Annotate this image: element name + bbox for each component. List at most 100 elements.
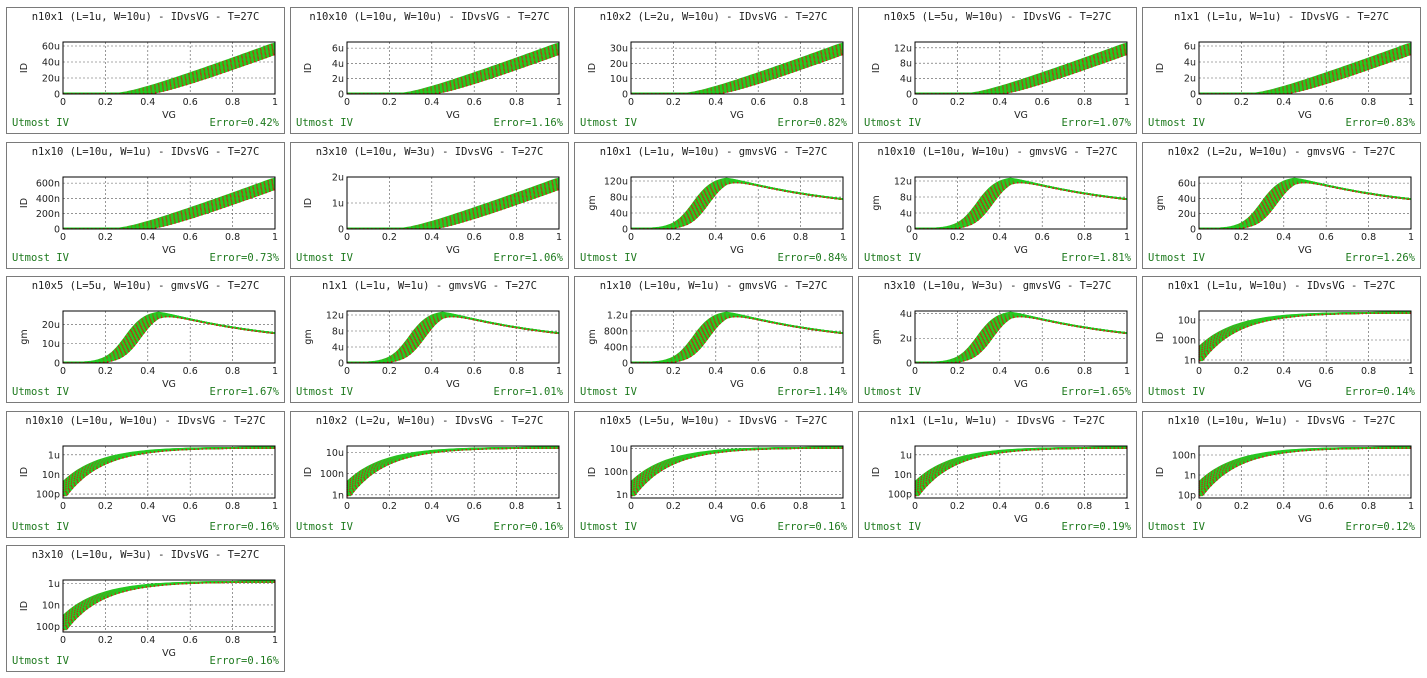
y-tick-label: 12u [326,311,344,322]
plot-frame [1198,176,1412,229]
plot-frame [630,310,844,364]
model-label: Utmost IV [580,520,637,533]
x-tick-label: 1 [840,366,846,377]
x-tick-label: 1 [840,232,846,243]
y-tick-label: 1n [1184,356,1196,367]
chart-title: n10x5 (L=5u, W=10u) - IDvsVG - T=27C [599,414,828,427]
x-tick-label: 0 [344,97,350,108]
chart-title: n10x5 (L=5u, W=10u) - gmvsVG - T=27C [31,280,260,292]
simulated-series [63,52,276,95]
error-label: Error=0.16% [777,520,847,533]
y-tick-label: 10u [610,443,628,454]
chart-panel: n3x10 (L=10u, W=3u) - IDvsVG - T=27C Utmo… [290,141,569,269]
chart-title: n10x1 (L=1u, W=10u) - IDvsVG - T=27C [1167,280,1396,292]
y-tick-label: 0 [1190,90,1196,101]
y-tick-label: 100p [36,622,60,633]
plot-frame [346,310,560,364]
y-axis-label: ID [587,466,598,476]
y-tick-label: 1u [900,450,912,461]
chart-title: n10x10 (L=10u, W=10u) - IDvsVG - T=27C [25,414,266,427]
y-tick-label: 6u [332,44,344,55]
x-tick-label: 0.4 [140,366,155,377]
y-tick-label: 0 [54,90,60,101]
measured-series [630,446,843,496]
simulated-series [631,315,844,364]
x-tick-label: 1 [1408,501,1414,512]
x-tick-label: 1 [272,366,278,377]
x-tick-label: 0.6 [1035,232,1050,243]
x-tick-label: 0 [60,232,66,243]
simulated-series [915,52,1128,95]
y-tick-label: 4u [900,208,912,219]
plot-frame [630,445,844,498]
plot-area: 0 0.2 0.4 0.6 0.8 1 100p 10n 1u VG ID [19,445,278,525]
y-tick-label: 40u [610,208,628,219]
x-tick-label: 1 [272,97,278,108]
error-label: Error=0.82% [777,117,847,129]
x-tick-label: 0 [1196,232,1202,243]
plot-frame [346,310,560,364]
plot-area: 0 0.2 0.4 0.6 0.8 1 0 20u 40u 60u VG gm [1155,176,1414,256]
model-label: Utmost IV [580,251,637,264]
x-tick-label: 0.8 [225,232,240,243]
simulated-series [347,188,560,230]
plot-area: 0 0.2 0.4 0.6 0.8 1 0 2u 4u VG gm [871,309,1130,390]
y-tick-label: 8u [332,327,344,338]
plot-frame [346,41,560,95]
y-axis-label: gm [871,195,882,210]
x-tick-label: 0.2 [1234,366,1249,377]
x-tick-label: 0.4 [1276,97,1291,108]
x-tick-label: 0.6 [751,97,766,108]
x-tick-label: 0 [628,97,634,108]
measured-series [914,446,1127,496]
simulated-series [915,49,1128,95]
y-tick-label: 4u [900,74,912,85]
plot-area: 0 0.2 0.4 0.6 0.8 1 0 4u 8u 12u VG gm [871,176,1130,256]
x-axis-label: VG [1298,245,1312,256]
x-tick-label: 0.6 [1319,97,1334,108]
y-axis-label: ID [303,466,314,476]
x-axis-label: VG [730,110,744,121]
y-tick-label: 20u [42,320,60,331]
chart-title: n10x10 (L=10u, W=10u) - gmvsVG - T=27C [877,145,1118,158]
model-label: Utmost IV [12,117,69,129]
y-tick-label: 12u [894,43,912,54]
plot-area: 0 0.2 0.4 0.6 0.8 1 0 4u 8u 12u VG ID [871,41,1130,121]
y-axis-label: ID [303,63,314,73]
x-tick-label: 0.6 [1319,366,1334,377]
x-tick-label: 1 [840,501,846,512]
simulated-series [915,50,1128,95]
chart-title: n10x2 (L=2u, W=10u) - gmvsVG - T=27C [1167,145,1396,158]
x-tick-label: 0.2 [950,501,965,512]
y-tick-label: 1.2u [607,311,628,322]
x-tick-label: 0.8 [793,232,808,243]
x-tick-label: 0.2 [98,366,113,377]
x-tick-label: 0.2 [382,366,397,377]
simulated-series [347,49,560,95]
x-tick-label: 0 [628,366,634,377]
model-label: Utmost IV [12,386,69,398]
x-tick-label: 1 [1124,366,1130,377]
plot-area: 0 0.2 0.4 0.6 0.8 1 0 2u 4u 6u VG ID [303,41,562,121]
x-tick-label: 0.8 [509,366,524,377]
measured-series [62,446,275,496]
chart-panel: n1x1 (L=1u, W=1u) - IDvsVG - T=27C Utmost… [1142,7,1421,134]
x-tick-label: 0.8 [793,366,808,377]
y-tick-label: 6u [1184,42,1196,53]
chart-panel: n1x1 (L=1u, W=1u) - IDvsVG - T=27C Utmost… [858,410,1137,538]
x-tick-label: 0.2 [950,232,965,243]
y-tick-label: 10u [42,339,60,350]
x-tick-label: 1 [556,501,562,512]
x-axis-label: VG [1014,514,1028,525]
plot-frame [62,579,276,633]
x-tick-label: 0.4 [424,366,439,377]
measured-series [346,446,559,496]
x-tick-label: 0.8 [225,501,240,512]
plot-frame [62,445,276,498]
x-tick-label: 0.2 [98,501,113,512]
y-tick-label: 2u [900,334,912,345]
model-label: Utmost IV [580,386,637,398]
chart-title: n3x10 (L=10u, W=3u) - IDvsVG - T=27C [31,549,260,561]
y-tick-label: 1u [48,450,60,461]
y-axis-label: ID [19,601,30,611]
